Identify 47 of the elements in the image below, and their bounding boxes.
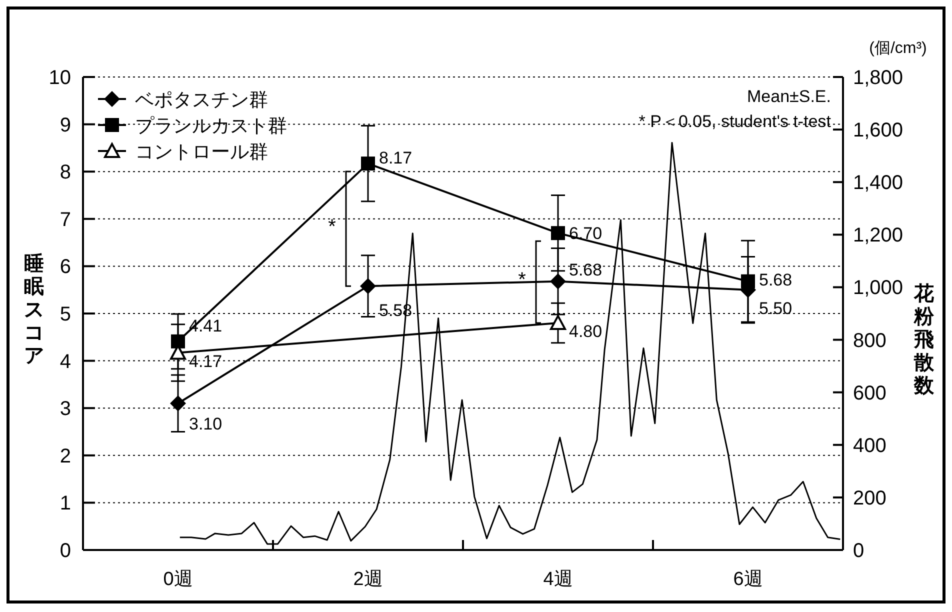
data-label: 8.17 [379, 148, 412, 168]
point [361, 156, 375, 171]
y-tick-label: 3 [60, 398, 71, 420]
y-tick-label: 2 [60, 445, 71, 468]
legend-label: コントロール群 [135, 142, 268, 163]
y-tick-label: 7 [60, 208, 71, 231]
y2-tick-label: 400 [853, 434, 886, 457]
data-label: 5.68 [569, 260, 602, 280]
y-tick-label: 9 [60, 114, 71, 136]
data-label: 3.10 [189, 414, 222, 434]
y2-tick-label: 1,200 [853, 224, 904, 247]
data-label: 5.68 [759, 270, 792, 290]
y-tick-label: 0 [60, 540, 71, 562]
y-axis-title: 睡眠スコア [24, 252, 44, 367]
y-tick-label: 5 [60, 304, 71, 326]
y-tick-label: 8 [60, 162, 71, 184]
x-tick-label: 2週 [353, 569, 383, 590]
x-tick-label: 0週 [163, 569, 193, 590]
data-label: 4.17 [189, 352, 222, 371]
annotation: * [328, 216, 336, 238]
y2-tick-label: 200 [853, 487, 886, 510]
legend-label: ベポタスチン群 [135, 90, 268, 111]
y2-tick-label: 600 [853, 382, 886, 404]
y-tick-label: 4 [60, 350, 71, 373]
point [360, 278, 376, 294]
y2-tick-label: 1,000 [853, 277, 904, 300]
point [170, 395, 186, 412]
point [551, 226, 565, 240]
y2-axis-title: 花粉飛散数 [913, 283, 935, 397]
y-tick-label: 10 [48, 67, 71, 89]
y2-tick-label: 800 [853, 330, 886, 352]
annotation: * P＜0.05, student's t-test [638, 112, 832, 131]
y2-tick-label: 1,400 [853, 172, 904, 194]
y2-tick-label: 1,600 [853, 120, 904, 142]
data-label: 5.50 [759, 298, 792, 318]
point [550, 273, 566, 290]
x-tick-label: 6週 [733, 569, 763, 590]
y2-tick-label: 1,800 [853, 67, 904, 89]
data-label: 4.80 [569, 322, 602, 341]
y2-tick-label: 0 [853, 540, 864, 562]
x-tick-label: 4週 [543, 569, 573, 590]
annotation: * [518, 269, 526, 292]
point [741, 274, 755, 288]
y-tick-label: 6 [60, 256, 71, 278]
y-tick-label: 1 [60, 492, 71, 515]
text: (個/cm³) [869, 40, 927, 57]
annotation: Mean±S.E. [747, 87, 831, 106]
